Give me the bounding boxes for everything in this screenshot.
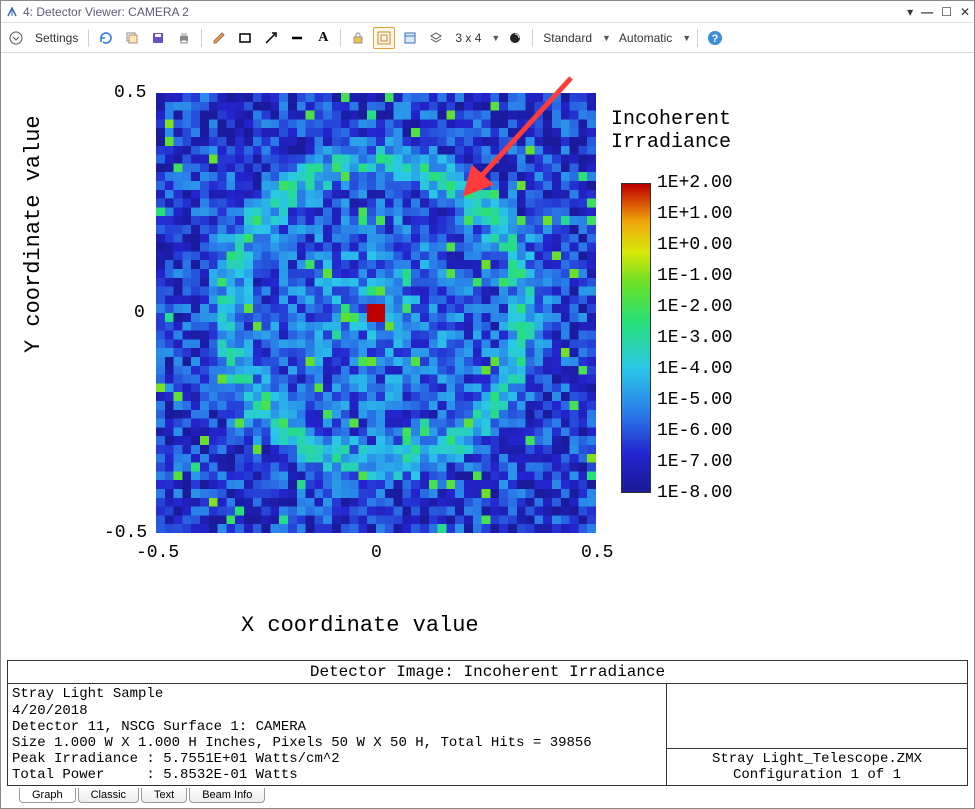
copy-icon[interactable] (121, 27, 143, 49)
colorbar-tick: 1E+1.00 (657, 204, 733, 224)
info-panel-right-bottom: Stray Light_Telescope.ZMX Configuration … (667, 749, 967, 785)
toolbar-separator (532, 29, 533, 47)
grid-size-label[interactable]: 3 x 4 (451, 31, 485, 45)
close-icon[interactable]: ✕ (960, 5, 970, 19)
heatmap (156, 93, 596, 533)
arrow-icon[interactable] (260, 27, 282, 49)
x-tick: 0.5 (581, 543, 613, 563)
colorbar-title: Incoherent Irradiance (611, 108, 731, 154)
refresh-icon[interactable] (95, 27, 117, 49)
minimize-icon[interactable]: — (921, 5, 933, 19)
toolbar-separator (201, 29, 202, 47)
colorbar-tick: 1E-3.00 (657, 328, 733, 348)
colorbar-tick: 1E-5.00 (657, 390, 733, 410)
toolbar-separator (88, 29, 89, 47)
layers-icon[interactable] (425, 27, 447, 49)
x-axis-label: X coordinate value (241, 613, 479, 638)
record-icon[interactable] (504, 27, 526, 49)
window-icon[interactable] (399, 27, 421, 49)
rectangle-icon[interactable] (234, 27, 256, 49)
toolbar: Settings A (1, 23, 974, 53)
tab-beam-info[interactable]: Beam Info (189, 788, 265, 803)
plot-content: Y coordinate value X coordinate value -0… (1, 53, 974, 660)
info-panel: Detector Image: Incoherent Irradiance St… (7, 660, 968, 786)
y-tick: 0.5 (114, 83, 146, 103)
fit-window-icon[interactable] (373, 27, 395, 49)
expand-button[interactable] (5, 27, 27, 49)
lock-icon[interactable] (347, 27, 369, 49)
titlebar: 4: Detector Viewer: CAMERA 2 ▾ — ☐ ✕ (1, 1, 974, 23)
detector-viewer-window: 4: Detector Viewer: CAMERA 2 ▾ — ☐ ✕ Set… (0, 0, 975, 809)
bottom-tabs: Graph Classic Text Beam Info (1, 788, 974, 808)
x-tick: 0 (371, 543, 382, 563)
pencil-icon[interactable] (208, 27, 230, 49)
tab-classic[interactable]: Classic (78, 788, 139, 803)
tab-graph[interactable]: Graph (19, 788, 76, 803)
chevron-down-icon[interactable]: ▼ (491, 33, 500, 43)
info-panel-title: Detector Image: Incoherent Irradiance (8, 661, 967, 684)
toolbar-separator (340, 29, 341, 47)
info-panel-left: Stray Light Sample 4/20/2018 Detector 11… (8, 684, 667, 785)
app-icon (5, 5, 19, 19)
colorbar-tick: 1E-2.00 (657, 297, 733, 317)
x-tick: -0.5 (136, 543, 179, 563)
standard-dropdown[interactable]: Standard (539, 31, 596, 45)
colorbar-tick: 1E-4.00 (657, 359, 733, 379)
tab-text[interactable]: Text (141, 788, 187, 803)
colorbar (621, 183, 651, 493)
text-icon[interactable]: A (312, 27, 334, 49)
maximize-icon[interactable]: ☐ (941, 5, 952, 19)
colorbar-tick: 1E+2.00 (657, 173, 733, 193)
info-panel-right-top (667, 684, 967, 748)
colorbar-tick: 1E-1.00 (657, 266, 733, 286)
window-title: 4: Detector Viewer: CAMERA 2 (23, 5, 907, 19)
dropdown-icon[interactable]: ▾ (907, 5, 913, 19)
chevron-down-icon[interactable]: ▼ (682, 33, 691, 43)
y-axis-label: Y coordinate value (21, 115, 46, 353)
svg-text:?: ? (712, 33, 719, 45)
colorbar-tick: 1E-8.00 (657, 483, 733, 503)
save-icon[interactable] (147, 27, 169, 49)
toolbar-separator (697, 29, 698, 47)
automatic-dropdown[interactable]: Automatic (615, 31, 676, 45)
settings-button[interactable]: Settings (31, 31, 82, 45)
y-tick: 0 (134, 303, 145, 323)
chevron-down-icon[interactable]: ▼ (602, 33, 611, 43)
line-icon[interactable] (286, 27, 308, 49)
colorbar-tick: 1E-7.00 (657, 452, 733, 472)
window-controls: ▾ — ☐ ✕ (907, 5, 970, 19)
print-icon[interactable] (173, 27, 195, 49)
help-icon[interactable]: ? (704, 27, 726, 49)
colorbar-tick: 1E+0.00 (657, 235, 733, 255)
colorbar-tick: 1E-6.00 (657, 421, 733, 441)
y-tick: -0.5 (104, 523, 147, 543)
